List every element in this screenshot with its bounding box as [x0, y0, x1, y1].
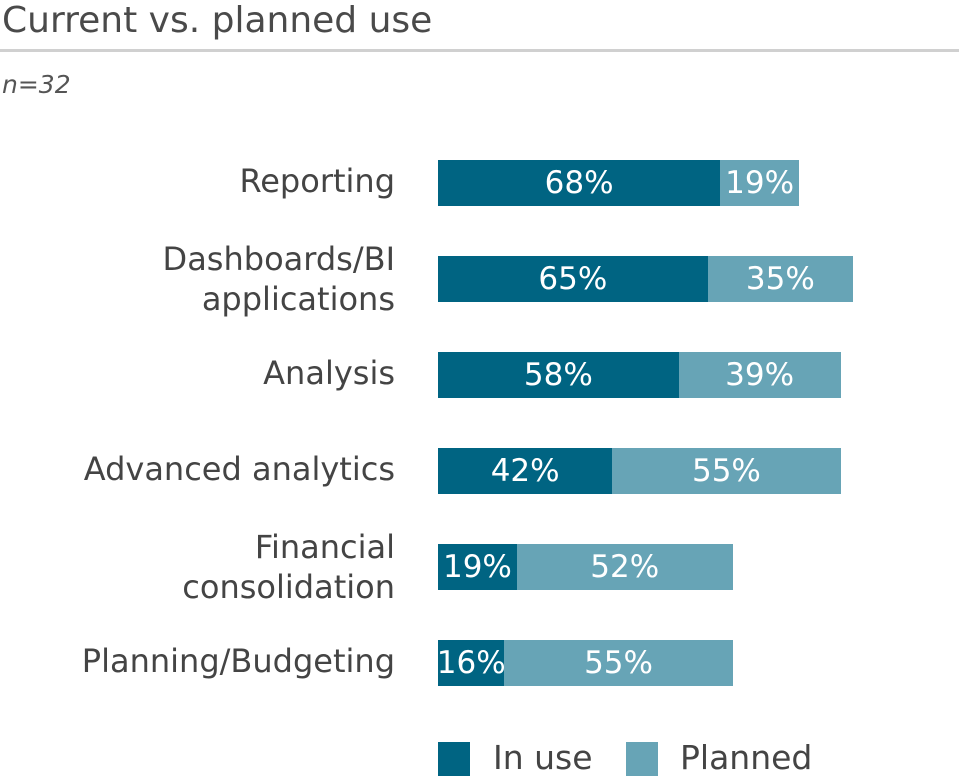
- legend-label: In use: [493, 738, 593, 777]
- planned-bar: 35%: [707, 256, 853, 302]
- data-label: 35%: [745, 261, 815, 297]
- data-label: 52%: [590, 549, 660, 585]
- in-use-bar: 19%: [438, 544, 517, 590]
- planned-bar: 52%: [516, 544, 733, 590]
- planned-bar: 19%: [720, 160, 800, 206]
- in-use-bar: 58%: [438, 352, 679, 398]
- chart-title: Current vs. planned use: [2, 0, 433, 41]
- category-label: Financial consolidation: [182, 528, 395, 606]
- planned-bar: 55%: [612, 448, 841, 494]
- legend-swatch: [626, 742, 658, 776]
- category-label: Dashboards/BI applications: [162, 240, 395, 318]
- data-label: 19%: [725, 165, 795, 201]
- in-use-bar: 42%: [438, 448, 613, 494]
- title-divider: [0, 49, 959, 52]
- data-label: 39%: [725, 357, 795, 393]
- in-use-bar: 68%: [438, 160, 721, 206]
- data-label: 58%: [523, 357, 593, 393]
- in-use-bar: 65%: [438, 256, 708, 302]
- data-label: 55%: [691, 453, 761, 489]
- data-label: 68%: [544, 165, 614, 201]
- planned-bar: 39%: [678, 352, 841, 398]
- data-label: 16%: [436, 645, 506, 681]
- planned-bar: 55%: [504, 640, 733, 686]
- data-label: 19%: [442, 549, 512, 585]
- data-label: 65%: [538, 261, 608, 297]
- category-label: Advanced analytics: [83, 450, 395, 488]
- legend-swatch: [438, 742, 470, 776]
- legend-label: Planned: [680, 738, 813, 777]
- sample-size: n=32: [2, 70, 71, 99]
- data-label: 42%: [490, 453, 560, 489]
- category-label: Planning/Budgeting: [81, 642, 395, 680]
- category-label: Analysis: [263, 354, 395, 392]
- data-label: 55%: [584, 645, 653, 681]
- in-use-bar: 16%: [436, 640, 506, 686]
- category-label: Reporting: [239, 162, 395, 200]
